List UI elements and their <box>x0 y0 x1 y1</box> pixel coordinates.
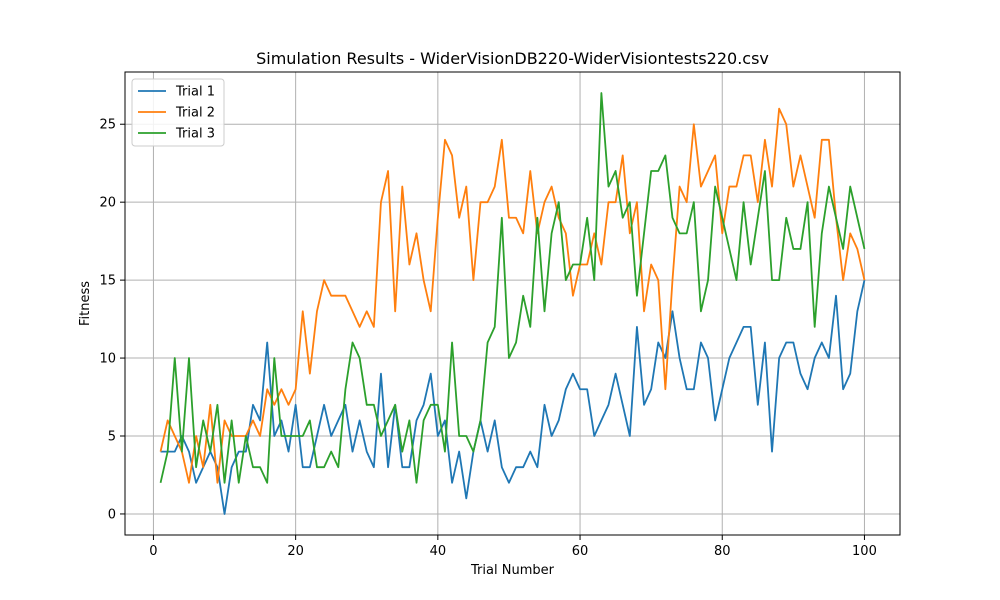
y-tick-label: 0 <box>108 507 116 522</box>
y-tick-label: 20 <box>99 196 116 211</box>
plot-frame <box>124 71 901 536</box>
x-tick-label: 20 <box>287 544 304 559</box>
x-axis: 0 20 40 60 80 100 <box>149 535 877 559</box>
x-axis-label: Trial Number <box>470 563 555 578</box>
x-tick-label: 40 <box>430 544 447 559</box>
y-tick-label: 10 <box>99 352 116 367</box>
gridlines <box>125 72 900 535</box>
legend-box <box>131 78 225 147</box>
x-tick-label: 80 <box>714 544 731 559</box>
legend-label-3: Trial 3 <box>175 127 215 142</box>
y-axis-label: Fitness <box>78 281 93 326</box>
series-line-3 <box>159 92 866 484</box>
legend: Trial 1 Trial 2 Trial 3 <box>131 78 225 147</box>
series-layer <box>159 92 866 515</box>
legend-label-2: Trial 2 <box>175 106 215 121</box>
y-tick-label: 5 <box>108 430 116 445</box>
chart-title: Simulation Results - WiderVisionDB220-Wi… <box>256 49 769 68</box>
x-tick-label: 100 <box>852 544 877 559</box>
legend-label-1: Trial 1 <box>175 85 215 100</box>
y-tick-label: 15 <box>99 274 116 289</box>
series-line-1 <box>160 279 866 515</box>
y-tick-label: 25 <box>99 118 116 133</box>
x-tick-label: 0 <box>149 544 157 559</box>
y-axis: 0 5 10 15 20 25 <box>99 118 125 522</box>
x-tick-label: 60 <box>572 544 589 559</box>
